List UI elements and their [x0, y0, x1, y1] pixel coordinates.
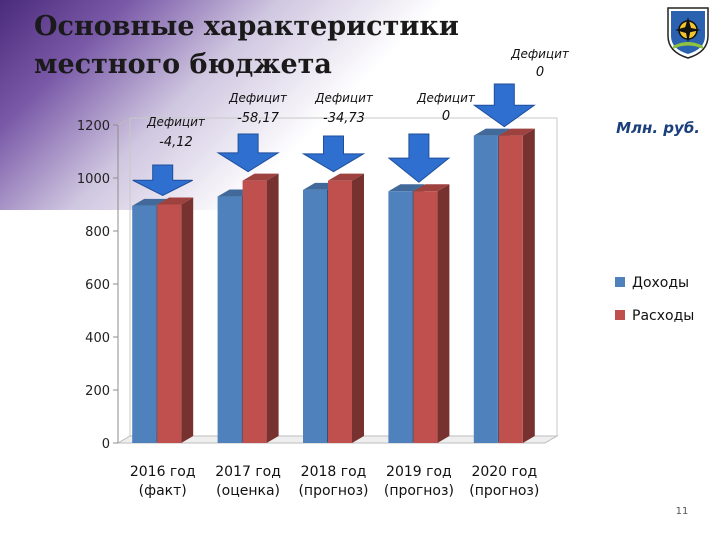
bar-top-income [473, 128, 510, 136]
legend-label-expense: Расходы [632, 308, 694, 324]
bar-income [217, 196, 242, 443]
deficit-arrow [387, 133, 451, 183]
bar-top-expense [242, 173, 279, 181]
bar-expense [498, 135, 523, 443]
x-tick-label: 2016 год [130, 464, 196, 480]
y-tick-label: 0 [102, 437, 110, 452]
deficit-value: -58,17 [237, 111, 280, 126]
unit-label: Млн. руб. [616, 119, 700, 137]
deficit-label: Дефицит [314, 91, 374, 105]
bar-income [388, 191, 413, 443]
deficit-label: Дефицит [228, 91, 288, 105]
bar-expense [413, 191, 438, 443]
bar-top-expense [413, 184, 450, 192]
bar-income [303, 189, 327, 443]
x-tick-label: (оценка) [216, 483, 280, 499]
y-tick-label: 600 [85, 278, 110, 293]
deficit-value: -4,12 [159, 135, 193, 150]
deficit-label: Дефицит [146, 115, 206, 129]
x-tick-label: (прогноз) [298, 483, 368, 499]
deficit-label: Дефицит [510, 47, 570, 61]
bar-top-expense [498, 128, 535, 136]
bar-side-expense [437, 184, 450, 443]
y-tick-label: 1000 [77, 172, 110, 187]
y-tick-label: 200 [85, 384, 110, 399]
legend-swatch-income [615, 277, 625, 287]
deficit-value: 0 [536, 65, 544, 80]
bar-side-expense [352, 173, 364, 443]
y-tick-label: 400 [85, 331, 110, 346]
deficit-arrow [472, 83, 536, 128]
deficit-value: -34,73 [323, 111, 365, 126]
deficit-arrow [216, 133, 280, 173]
page-number: 11 [675, 506, 689, 517]
deficit-arrow [132, 164, 193, 197]
coat-of-arms-icon [667, 7, 709, 59]
legend-label-income: Доходы [632, 275, 689, 291]
bar-income [473, 135, 498, 443]
y-tick-label: 1200 [77, 119, 110, 134]
x-tick-label: 2020 год [471, 464, 537, 480]
bar-income [132, 205, 157, 443]
y-axis-depth-line [117, 117, 131, 126]
y-tick-label: 800 [85, 225, 110, 240]
bar-expense [328, 180, 352, 443]
deficit-label: Дефицит [416, 91, 476, 105]
bar-side-expense [522, 128, 535, 443]
bar-top-expense [328, 173, 364, 181]
legend-swatch-expense [615, 310, 625, 320]
page-title: Основные характеристики местного бюджета [34, 11, 459, 80]
bar-side-expense [266, 173, 279, 443]
bar-expense [157, 204, 182, 443]
x-tick-label: (факт) [139, 483, 187, 499]
bar-expense [242, 180, 267, 443]
deficit-arrow [301, 135, 366, 173]
bar-top-income [388, 184, 425, 192]
x-tick-label: (прогноз) [384, 483, 454, 499]
deficit-value: 0 [442, 109, 450, 124]
bar-side-expense [181, 197, 194, 443]
x-tick-label: (прогноз) [469, 483, 539, 499]
x-tick-label: 2018 год [301, 464, 367, 480]
x-tick-label: 2019 год [386, 464, 452, 480]
x-tick-label: 2017 год [215, 464, 281, 480]
bar-top-expense [157, 197, 194, 205]
